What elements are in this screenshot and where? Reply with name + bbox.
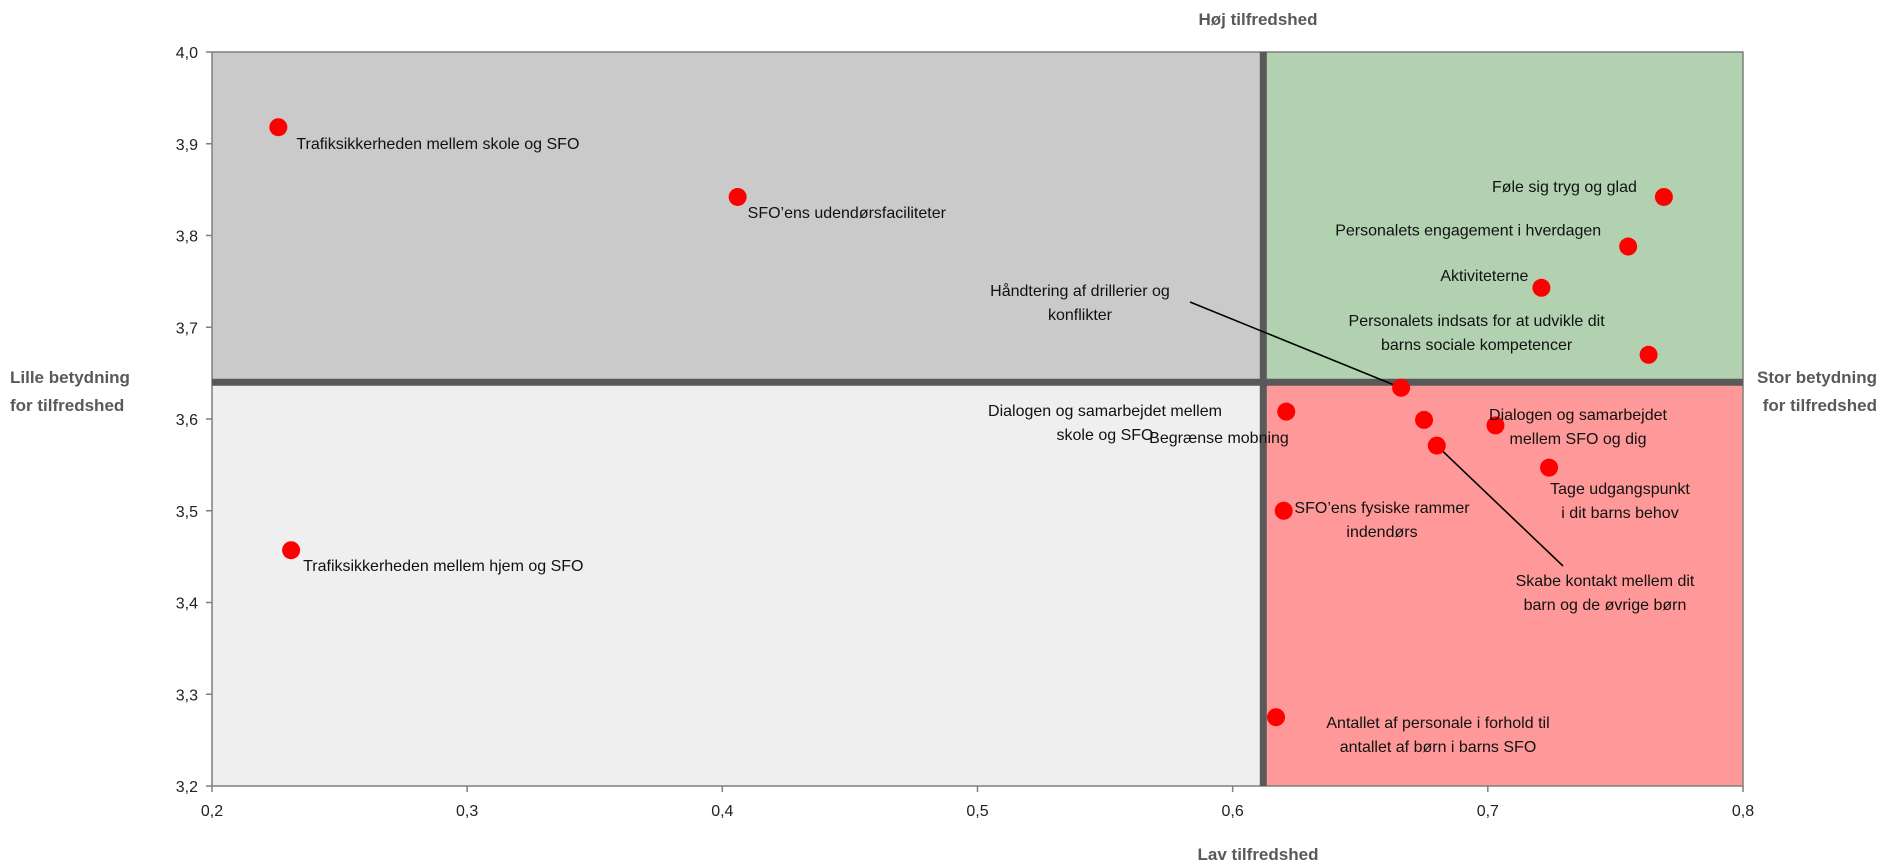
x-tick-label: 0,4: [711, 803, 733, 820]
y-tick-label: 3,2: [176, 779, 198, 796]
y-tick-label: 3,6: [176, 412, 198, 429]
point-label: Personalets indsats for at udvikle dit ba…: [1349, 313, 1606, 354]
y-tick-label: 3,8: [176, 229, 198, 246]
leader-line: [1189, 301, 1402, 389]
y-tick-label: 3,5: [176, 504, 198, 521]
data-point: [1486, 416, 1505, 435]
point-label: Skabe kontakt mellem dit barn og de øvrig…: [1516, 573, 1695, 614]
point-label: Dialogen og samarbejdet mellem skole og S…: [988, 403, 1222, 444]
data-point: [1532, 278, 1551, 297]
point-label: Personalets engagement i hverdagen: [1335, 223, 1601, 240]
data-points: [269, 118, 1673, 727]
quadrant-top-left: [212, 52, 1265, 383]
data-point: [1277, 402, 1296, 421]
x-tick-label: 0,6: [1222, 803, 1244, 820]
point-label: Dialogen og samarbejdet mellem SFO og dig: [1489, 407, 1667, 448]
point-label: Føle sig tryg og glad: [1492, 179, 1637, 196]
quadrant-label-bottom: Lav tilfredshed: [1198, 845, 1319, 862]
y-tick-label: 3,4: [176, 596, 198, 613]
point-labels: Trafiksikkerheden mellem skole og SFO SFO…: [296, 136, 1695, 756]
point-label: SFO’ens udendørsfaciliteter: [748, 205, 947, 222]
axis-ticks: 0,2 0,3 0,4 0,5 0,6 0,7 0,8 3,2 3,3 3,4 3,5 3,6 3,7 3…: [176, 45, 1754, 820]
point-label: Aktiviteterne: [1440, 268, 1528, 285]
point-label: Trafiksikkerheden mellem hjem og SFO: [303, 558, 583, 575]
data-point: [1427, 436, 1446, 455]
y-tick-label: 3,7: [176, 320, 198, 337]
quadrant-label-top: Høj tilfredshed: [1198, 10, 1317, 29]
quadrant-bottom-right: [1265, 383, 1743, 786]
quadrant-label-left-line2: for tilfredshed: [10, 396, 124, 415]
quadrant-label-right-line1: Stor betydning: [1757, 368, 1877, 387]
quadrant-label-left-line1: Lille betydning: [10, 368, 130, 387]
quadrant-label-right-line2: for tilfredshed: [1763, 396, 1877, 415]
point-label: Begrænse mobning: [1149, 430, 1289, 447]
data-point: [728, 187, 747, 206]
data-point: [1392, 378, 1411, 397]
data-point: [1619, 237, 1638, 256]
quadrant-bottom-left: [212, 383, 1265, 786]
x-tick-label: 0,7: [1477, 803, 1499, 820]
y-tick-label: 4,0: [176, 45, 198, 62]
leader-lines: [1189, 301, 1564, 567]
data-point: [1540, 458, 1559, 477]
x-tick-label: 0,5: [966, 803, 988, 820]
data-point: [1415, 410, 1434, 429]
point-label: Trafiksikkerheden mellem skole og SFO: [296, 136, 579, 153]
point-label: Tage udgangspunkt i dit barns behov: [1550, 481, 1690, 522]
x-tick-label: 0,2: [201, 803, 223, 820]
x-tick-label: 0,3: [456, 803, 478, 820]
x-tick-label: 0,8: [1732, 803, 1754, 820]
point-label: SFO’ens fysiske rammer indendørs: [1294, 500, 1470, 541]
data-point: [1267, 708, 1286, 727]
data-point: [1654, 187, 1673, 206]
data-point: [282, 541, 301, 560]
data-point: [1274, 501, 1293, 520]
data-point: [269, 118, 288, 137]
y-tick-label: 3,3: [176, 687, 198, 704]
point-label: Håndtering af drillerier og konflikter: [990, 282, 1170, 324]
leader-line: [1436, 445, 1564, 567]
y-tick-label: 3,9: [176, 137, 198, 154]
data-point: [1639, 345, 1658, 364]
quadrant-top-right: [1265, 52, 1743, 383]
point-label: Antallet af personale i forhold til antal…: [1326, 715, 1549, 756]
